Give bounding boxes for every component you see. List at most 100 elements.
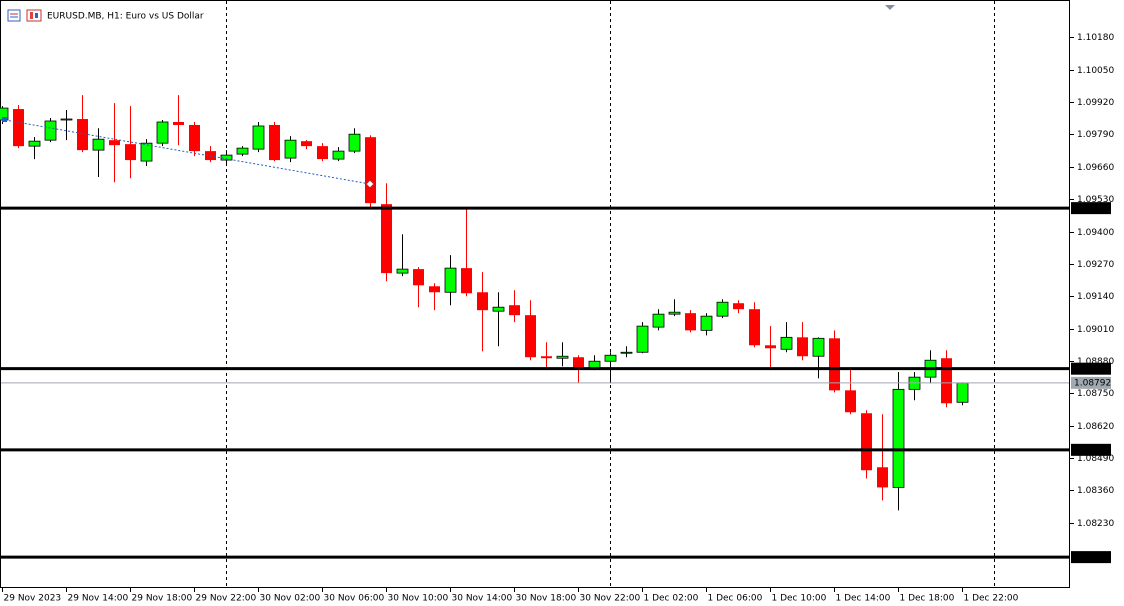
y-tick-label: 1.08230 bbox=[1077, 519, 1114, 529]
candle-body bbox=[829, 338, 840, 391]
candle-body bbox=[396, 268, 409, 274]
candle-body bbox=[301, 141, 312, 147]
level-box bbox=[1071, 202, 1111, 215]
candle-body bbox=[156, 121, 169, 144]
x-tick-label: 29 Nov 14:00 bbox=[68, 594, 129, 604]
candle-body bbox=[749, 309, 760, 346]
candle-body bbox=[109, 140, 120, 146]
x-tick-label: 29 Nov 2023 bbox=[4, 594, 62, 604]
candle-body bbox=[140, 142, 153, 162]
candle-body bbox=[941, 358, 952, 404]
candle-body bbox=[236, 147, 249, 155]
x-tick-label: 1 Dec 10:00 bbox=[772, 594, 827, 604]
chart-title: EURUSD.MB, H1: Euro vs US Dollar bbox=[47, 12, 204, 22]
candle-body bbox=[685, 313, 696, 331]
candle-body bbox=[956, 382, 969, 403]
x-tick-label: 1 Dec 02:00 bbox=[644, 594, 699, 604]
candle-body bbox=[700, 315, 713, 331]
candle-body bbox=[652, 313, 665, 328]
y-tick-label: 1.09790 bbox=[1077, 130, 1114, 140]
icon bbox=[30, 12, 33, 19]
candle-body bbox=[461, 268, 472, 294]
trade-marker bbox=[2, 117, 7, 122]
candle-body bbox=[429, 286, 440, 293]
candle-body bbox=[413, 269, 424, 286]
y-tick-label: 1.08620 bbox=[1077, 422, 1114, 432]
icon bbox=[26, 9, 42, 22]
candle-body bbox=[13, 109, 24, 147]
y-tick-label: 1.08750 bbox=[1077, 389, 1114, 399]
icon bbox=[7, 9, 21, 22]
candle-body bbox=[444, 267, 457, 293]
candle-body bbox=[780, 336, 793, 350]
level-label: 1.08523 bbox=[1074, 445, 1111, 455]
candle-body bbox=[220, 154, 233, 161]
level-label: 1.08092 bbox=[1074, 553, 1111, 563]
candle-body bbox=[252, 125, 265, 150]
candle-body bbox=[381, 204, 392, 274]
level-box bbox=[1071, 362, 1111, 375]
candle-body bbox=[77, 119, 88, 151]
candle-body bbox=[477, 292, 488, 311]
candle-body bbox=[636, 325, 649, 353]
x-tick-label: 30 Nov 18:00 bbox=[516, 594, 577, 604]
x-tick-label: 29 Nov 18:00 bbox=[132, 594, 193, 604]
candle-body bbox=[573, 357, 584, 369]
y-tick-label: 1.09660 bbox=[1077, 163, 1114, 173]
y-tick-label: 1.08490 bbox=[1077, 454, 1114, 464]
current-price-label: 1.08792 bbox=[1074, 378, 1111, 388]
trade-line bbox=[4, 119, 371, 185]
candle-body bbox=[588, 360, 601, 369]
candle-body bbox=[620, 351, 633, 354]
level-box bbox=[1071, 551, 1111, 564]
candle-body bbox=[28, 140, 41, 147]
level-label: 1.08849 bbox=[1074, 364, 1111, 374]
x-tick-label: 1 Dec 06:00 bbox=[708, 594, 763, 604]
candle-body bbox=[765, 345, 776, 349]
candle-body bbox=[492, 306, 505, 312]
candle-body bbox=[60, 118, 73, 121]
current-price-box bbox=[1071, 376, 1111, 389]
candle-body bbox=[173, 121, 184, 125]
x-tick-label: 30 Nov 02:00 bbox=[260, 594, 321, 604]
y-tick-label: 1.09530 bbox=[1077, 195, 1114, 205]
candle-body bbox=[317, 146, 328, 160]
candle-body bbox=[92, 138, 105, 151]
y-tick-label: 1.08360 bbox=[1077, 486, 1114, 496]
y-tick-label: 1.09010 bbox=[1077, 325, 1114, 335]
candle-body bbox=[861, 413, 872, 471]
candle-body bbox=[509, 305, 520, 316]
x-tick-label: 30 Nov 14:00 bbox=[452, 594, 513, 604]
candle-body bbox=[668, 311, 681, 315]
candle-body bbox=[797, 337, 808, 357]
x-tick-label: 1 Dec 22:00 bbox=[964, 594, 1019, 604]
y-tick-label: 1.09920 bbox=[1077, 98, 1114, 108]
y-tick-label: 1.09400 bbox=[1077, 228, 1114, 238]
x-tick-label: 1 Dec 14:00 bbox=[836, 594, 891, 604]
x-tick-label: 30 Nov 22:00 bbox=[580, 594, 641, 604]
level-box bbox=[1071, 443, 1111, 456]
x-tick-label: 30 Nov 06:00 bbox=[324, 594, 385, 604]
candle-body bbox=[812, 337, 825, 357]
y-tick-label: 1.09140 bbox=[1077, 292, 1114, 302]
candle-body bbox=[269, 124, 280, 161]
candle-body bbox=[556, 355, 569, 359]
level-label: 1.09494 bbox=[1074, 204, 1111, 214]
candle-body bbox=[332, 150, 345, 160]
candle-body bbox=[541, 356, 552, 359]
candle-body bbox=[716, 301, 729, 317]
plot-frame bbox=[0, 0, 1070, 588]
shift-marker bbox=[885, 5, 895, 10]
y-tick-label: 1.08880 bbox=[1077, 357, 1114, 367]
x-tick-label: 30 Nov 10:00 bbox=[388, 594, 449, 604]
candle-body bbox=[284, 139, 297, 159]
candle-body bbox=[44, 120, 57, 141]
chart-icons bbox=[7, 9, 42, 22]
x-tick-label: 29 Nov 22:00 bbox=[196, 594, 257, 604]
candle-body bbox=[604, 354, 617, 362]
x-tick-label: 1 Dec 18:00 bbox=[900, 594, 955, 604]
plot bbox=[0, 1, 1069, 587]
candle-body bbox=[525, 315, 536, 358]
